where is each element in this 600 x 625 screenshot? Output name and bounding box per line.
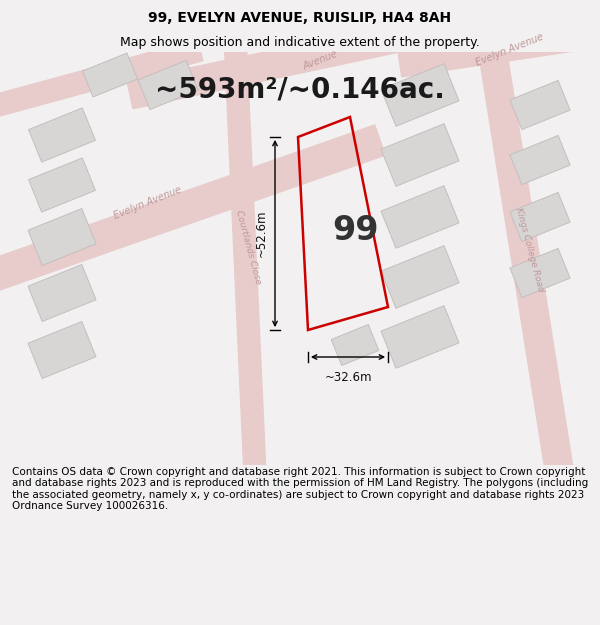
Text: 99: 99 (332, 214, 378, 246)
Polygon shape (510, 136, 570, 184)
Polygon shape (510, 81, 570, 129)
Text: Evelyn Avenue: Evelyn Avenue (475, 32, 545, 68)
Polygon shape (476, 32, 574, 478)
Polygon shape (331, 324, 379, 366)
Polygon shape (398, 23, 600, 77)
Polygon shape (138, 61, 198, 109)
Polygon shape (381, 246, 459, 308)
Polygon shape (0, 125, 385, 295)
Polygon shape (510, 248, 570, 298)
Polygon shape (29, 158, 95, 212)
Text: Avenue: Avenue (301, 49, 339, 71)
Polygon shape (29, 108, 95, 162)
Polygon shape (28, 264, 96, 321)
Text: ~593m²/~0.146ac.: ~593m²/~0.146ac. (155, 76, 445, 104)
Text: 99, EVELYN AVENUE, RUISLIP, HA4 8AH: 99, EVELYN AVENUE, RUISLIP, HA4 8AH (148, 11, 452, 26)
Polygon shape (224, 34, 266, 476)
Text: Evelyn Avenue: Evelyn Avenue (113, 185, 184, 221)
Text: ~32.6m: ~32.6m (324, 371, 372, 384)
Text: Contains OS data © Crown copyright and database right 2021. This information is : Contains OS data © Crown copyright and d… (12, 467, 588, 511)
Polygon shape (381, 64, 459, 126)
Polygon shape (510, 192, 570, 242)
Polygon shape (381, 186, 459, 248)
Polygon shape (0, 39, 203, 121)
Text: Kings College Road: Kings College Road (514, 207, 545, 293)
Polygon shape (83, 53, 137, 97)
Polygon shape (127, 0, 600, 109)
Polygon shape (381, 124, 459, 186)
Text: Map shows position and indicative extent of the property.: Map shows position and indicative extent… (120, 36, 480, 49)
Polygon shape (28, 209, 96, 266)
Text: ~52.6m: ~52.6m (255, 210, 268, 258)
Polygon shape (381, 306, 459, 368)
Text: Courtlands Close: Courtlands Close (234, 209, 262, 285)
Polygon shape (28, 321, 96, 379)
